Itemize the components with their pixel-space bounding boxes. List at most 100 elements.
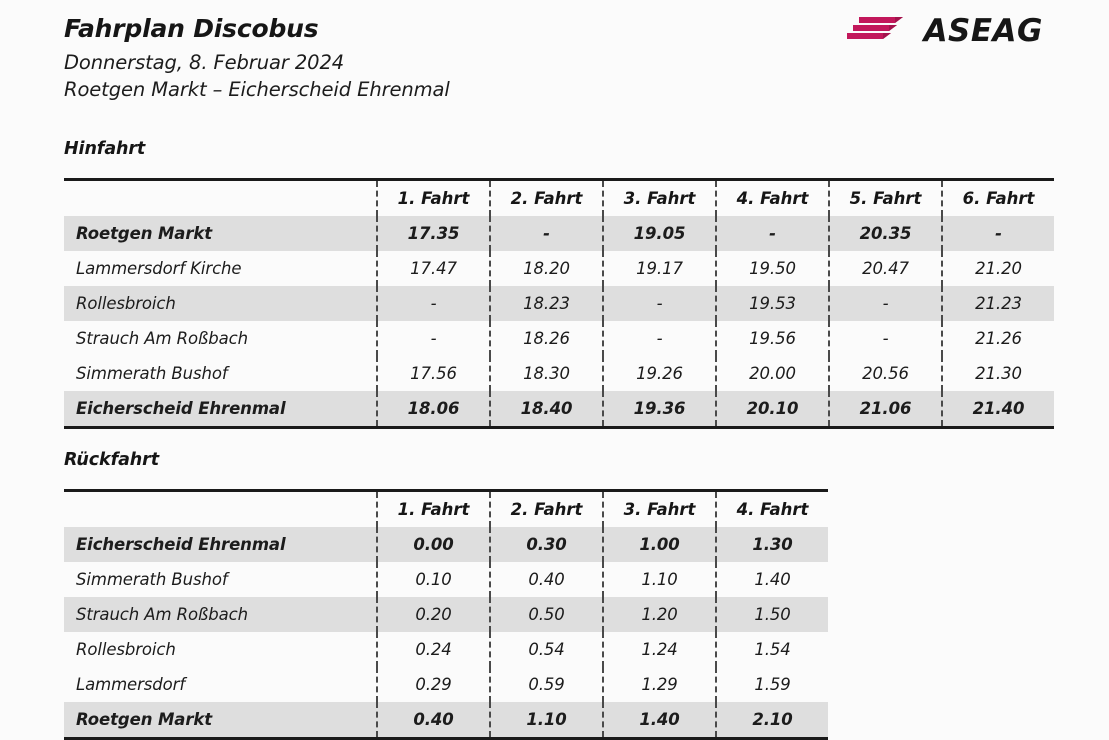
departure-time: 1.24 <box>602 632 716 667</box>
departure-time: 20.35 <box>828 216 942 251</box>
column-header-trip-3: 3. Fahrt <box>602 489 716 527</box>
column-header-trip-3: 3. Fahrt <box>602 178 716 216</box>
departure-time: 19.05 <box>602 216 716 251</box>
departure-time: 1.50 <box>715 597 828 632</box>
departure-time: 18.06 <box>376 391 490 429</box>
departure-time: 19.56 <box>715 321 829 356</box>
departure-time: 20.00 <box>715 356 829 391</box>
section-label-rueckfahrt: Rückfahrt <box>64 450 159 470</box>
table-row: Eicherscheid Ehrenmal 18.06 18.40 19.36 … <box>64 391 1054 429</box>
table-row: Rollesbroich - 18.23 - 19.53 - 21.23 <box>64 286 1054 321</box>
departure-time: 0.20 <box>376 597 490 632</box>
departure-time: 0.59 <box>489 667 603 702</box>
stop-name: Rollesbroich <box>64 286 377 321</box>
departure-time: 0.29 <box>376 667 490 702</box>
column-header-trip-4: 4. Fahrt <box>715 178 829 216</box>
stop-name: Roetgen Markt <box>64 702 377 740</box>
departure-time: 21.26 <box>941 321 1054 356</box>
departure-time: 0.30 <box>489 527 603 562</box>
departure-time: 0.10 <box>376 562 490 597</box>
timetable-hinfahrt: 1. Fahrt 2. Fahrt 3. Fahrt 4. Fahrt 5. F… <box>64 178 1054 429</box>
document-header: Fahrplan Discobus Donnerstag, 8. Februar… <box>64 14 844 104</box>
column-header-trip-1: 1. Fahrt <box>376 178 490 216</box>
departure-time: 0.50 <box>489 597 603 632</box>
departure-time: 19.53 <box>715 286 829 321</box>
departure-time: - <box>602 321 716 356</box>
departure-time: - <box>941 216 1054 251</box>
table-row: Lammersdorf Kirche 17.47 18.20 19.17 19.… <box>64 251 1054 286</box>
stop-name: Rollesbroich <box>76 640 176 659</box>
page-title: Fahrplan Discobus <box>64 14 319 43</box>
table-row: Strauch Am Roßbach - 18.26 - 19.56 - 21.… <box>64 321 1054 356</box>
departure-time: 18.23 <box>489 286 603 321</box>
departure-time: 19.36 <box>602 391 716 429</box>
table-header-row: 1. Fahrt 2. Fahrt 3. Fahrt 4. Fahrt <box>64 489 828 527</box>
departure-time: 19.50 <box>715 251 829 286</box>
stop-name: Simmerath Bushof <box>76 364 228 383</box>
departure-time: 17.56 <box>376 356 490 391</box>
departure-time: - <box>828 321 942 356</box>
departure-time: 19.26 <box>602 356 716 391</box>
departure-time: 20.10 <box>715 391 829 429</box>
departure-time: - <box>376 321 490 356</box>
departure-time: 20.47 <box>828 251 942 286</box>
table-row: Eicherscheid Ehrenmal 0.00 0.30 1.00 1.3… <box>64 527 828 562</box>
section-label-hinfahrt: Hinfahrt <box>64 139 146 159</box>
column-header-trip-5: 5. Fahrt <box>828 178 942 216</box>
departure-time: 20.56 <box>828 356 942 391</box>
stop-name: Strauch Am Roßbach <box>64 597 377 632</box>
aseag-logo: ASEAG <box>845 12 1043 52</box>
stop-name: Eicherscheid Ehrenmal <box>64 527 377 562</box>
departure-time: 21.20 <box>941 251 1054 286</box>
departure-time: 18.30 <box>489 356 603 391</box>
departure-time: 21.30 <box>941 356 1054 391</box>
departure-time: 0.40 <box>489 562 603 597</box>
departure-time: - <box>376 286 490 321</box>
departure-time: 17.47 <box>376 251 490 286</box>
column-header-trip-4: 4. Fahrt <box>715 489 828 527</box>
departure-time: 1.40 <box>602 702 716 740</box>
departure-time: 1.30 <box>715 527 828 562</box>
departure-time: 0.54 <box>489 632 603 667</box>
stop-name: Roetgen Markt <box>64 216 377 251</box>
departure-time: 21.23 <box>941 286 1054 321</box>
departure-time: 21.06 <box>828 391 942 429</box>
table-row: Simmerath Bushof 0.10 0.40 1.10 1.40 <box>64 562 828 597</box>
stop-name: Simmerath Bushof <box>76 570 228 589</box>
table-row: Roetgen Markt 0.40 1.10 1.40 2.10 <box>64 702 828 740</box>
service-date: Donnerstag, 8. Februar 2024 <box>64 50 345 74</box>
departure-time: 0.00 <box>376 527 490 562</box>
departure-time: 18.40 <box>489 391 603 429</box>
column-header-stop <box>64 178 377 216</box>
departure-time: 18.20 <box>489 251 603 286</box>
timetable-rueckfahrt: 1. Fahrt 2. Fahrt 3. Fahrt 4. Fahrt Eich… <box>64 489 828 740</box>
departure-time: 1.29 <box>602 667 716 702</box>
table-row: Lammersdorf 0.29 0.59 1.29 1.59 <box>64 667 828 702</box>
departure-time: 0.40 <box>376 702 490 740</box>
departure-time: 2.10 <box>715 702 828 740</box>
table-row: Strauch Am Roßbach 0.20 0.50 1.20 1.50 <box>64 597 828 632</box>
departure-time: 1.10 <box>489 702 603 740</box>
departure-time: 21.40 <box>941 391 1054 429</box>
column-header-trip-2: 2. Fahrt <box>489 178 603 216</box>
column-header-trip-2: 2. Fahrt <box>489 489 603 527</box>
stop-name: Strauch Am Roßbach <box>76 329 248 348</box>
aseag-swoosh-icon <box>845 15 917 49</box>
stop-name: Lammersdorf <box>76 675 186 694</box>
stop-name: Eicherscheid Ehrenmal <box>64 391 377 429</box>
departure-time: - <box>715 216 829 251</box>
departure-time: 1.54 <box>715 632 828 667</box>
table-header-row: 1. Fahrt 2. Fahrt 3. Fahrt 4. Fahrt 5. F… <box>64 178 1054 216</box>
departure-time: - <box>602 286 716 321</box>
departure-time: 1.20 <box>602 597 716 632</box>
aseag-logo-text: ASEAG <box>923 12 1043 49</box>
departure-time: 18.26 <box>489 321 603 356</box>
departure-time: - <box>828 286 942 321</box>
departure-time: 1.40 <box>715 562 828 597</box>
table-row: Simmerath Bushof 17.56 18.30 19.26 20.00… <box>64 356 1054 391</box>
column-header-stop <box>64 489 377 527</box>
stop-name: Lammersdorf Kirche <box>76 259 242 278</box>
departure-time: 19.17 <box>602 251 716 286</box>
table-row: Roetgen Markt 17.35 - 19.05 - 20.35 - <box>64 216 1054 251</box>
